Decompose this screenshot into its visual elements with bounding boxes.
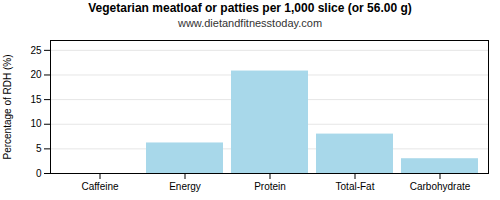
svg-text:Energy: Energy (169, 181, 201, 192)
svg-text:5: 5 (36, 143, 42, 154)
svg-text:Total-Fat: Total-Fat (336, 181, 375, 192)
html-text:Vegetarian meatloaf or patties: Vegetarian meatloaf or patties per 1,000… (88, 1, 412, 15)
svg-text:10: 10 (30, 118, 42, 129)
svg-text:20: 20 (30, 69, 42, 80)
svg-text:0: 0 (36, 168, 42, 179)
svg-text:15: 15 (30, 94, 42, 105)
svg-text:Percentage of RDH (%): Percentage of RDH (%) (2, 54, 13, 159)
svg-text:25: 25 (30, 45, 42, 56)
svg-text:Caffeine: Caffeine (81, 181, 119, 192)
html-text:www.dietandfitnesstoday.com: www.dietandfitnesstoday.com (178, 17, 322, 29)
svg-text:Carbohydrate: Carbohydrate (410, 181, 471, 192)
svg-text:Protein: Protein (254, 181, 286, 192)
